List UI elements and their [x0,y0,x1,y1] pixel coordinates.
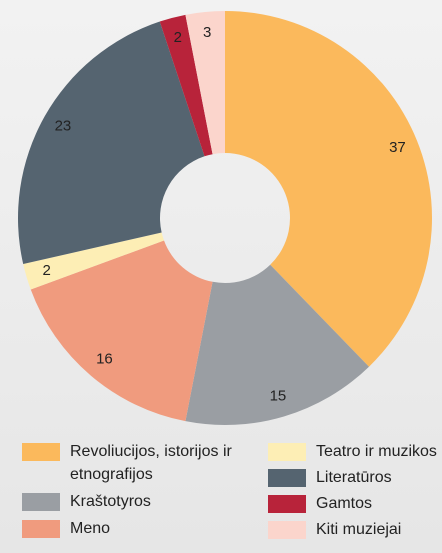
legend-label: Gamtos [316,495,373,512]
legend-swatch [268,443,306,461]
donut-slice [185,264,370,425]
legend-item: Kiti muziejai [268,518,438,541]
legend-label: Revoliucijos, istorijos ir etnografijos [70,443,232,483]
data-label: 16 [96,351,113,368]
legend-label: Teatro ir muzikos [316,443,437,460]
legend-swatch [268,521,306,539]
donut-slice [17,21,205,265]
legend-swatch [22,493,60,511]
legend-item: Kraštotyros [22,490,262,513]
data-label: 2 [174,29,182,46]
data-label: 15 [270,387,287,404]
donut-slice [225,11,432,367]
legend-label: Meno [70,520,111,537]
legend-swatch [268,469,306,487]
legend-label: Kiti muziejai [316,521,402,538]
donut-slice [159,14,213,157]
data-label: 3 [203,24,211,41]
legend-item: Meno [22,517,262,540]
donut-slice [23,232,164,290]
legend-label: Kraštotyros [70,493,151,510]
legend-item: Revoliucijos, istorijos ir etnografijos [22,440,262,486]
legend-item: Gamtos [268,492,438,515]
data-label: 37 [389,139,406,156]
data-label: 23 [55,118,72,135]
donut-slice [30,240,213,422]
legend-label: Literatūros [316,469,392,486]
data-label: 2 [43,262,51,279]
legend-item: Literatūros [268,466,438,489]
legend-item: Teatro ir muzikos [268,440,438,463]
donut-slice [185,11,225,155]
legend-swatch [22,520,60,538]
legend-swatch [268,495,306,513]
legend-swatch [22,443,60,461]
